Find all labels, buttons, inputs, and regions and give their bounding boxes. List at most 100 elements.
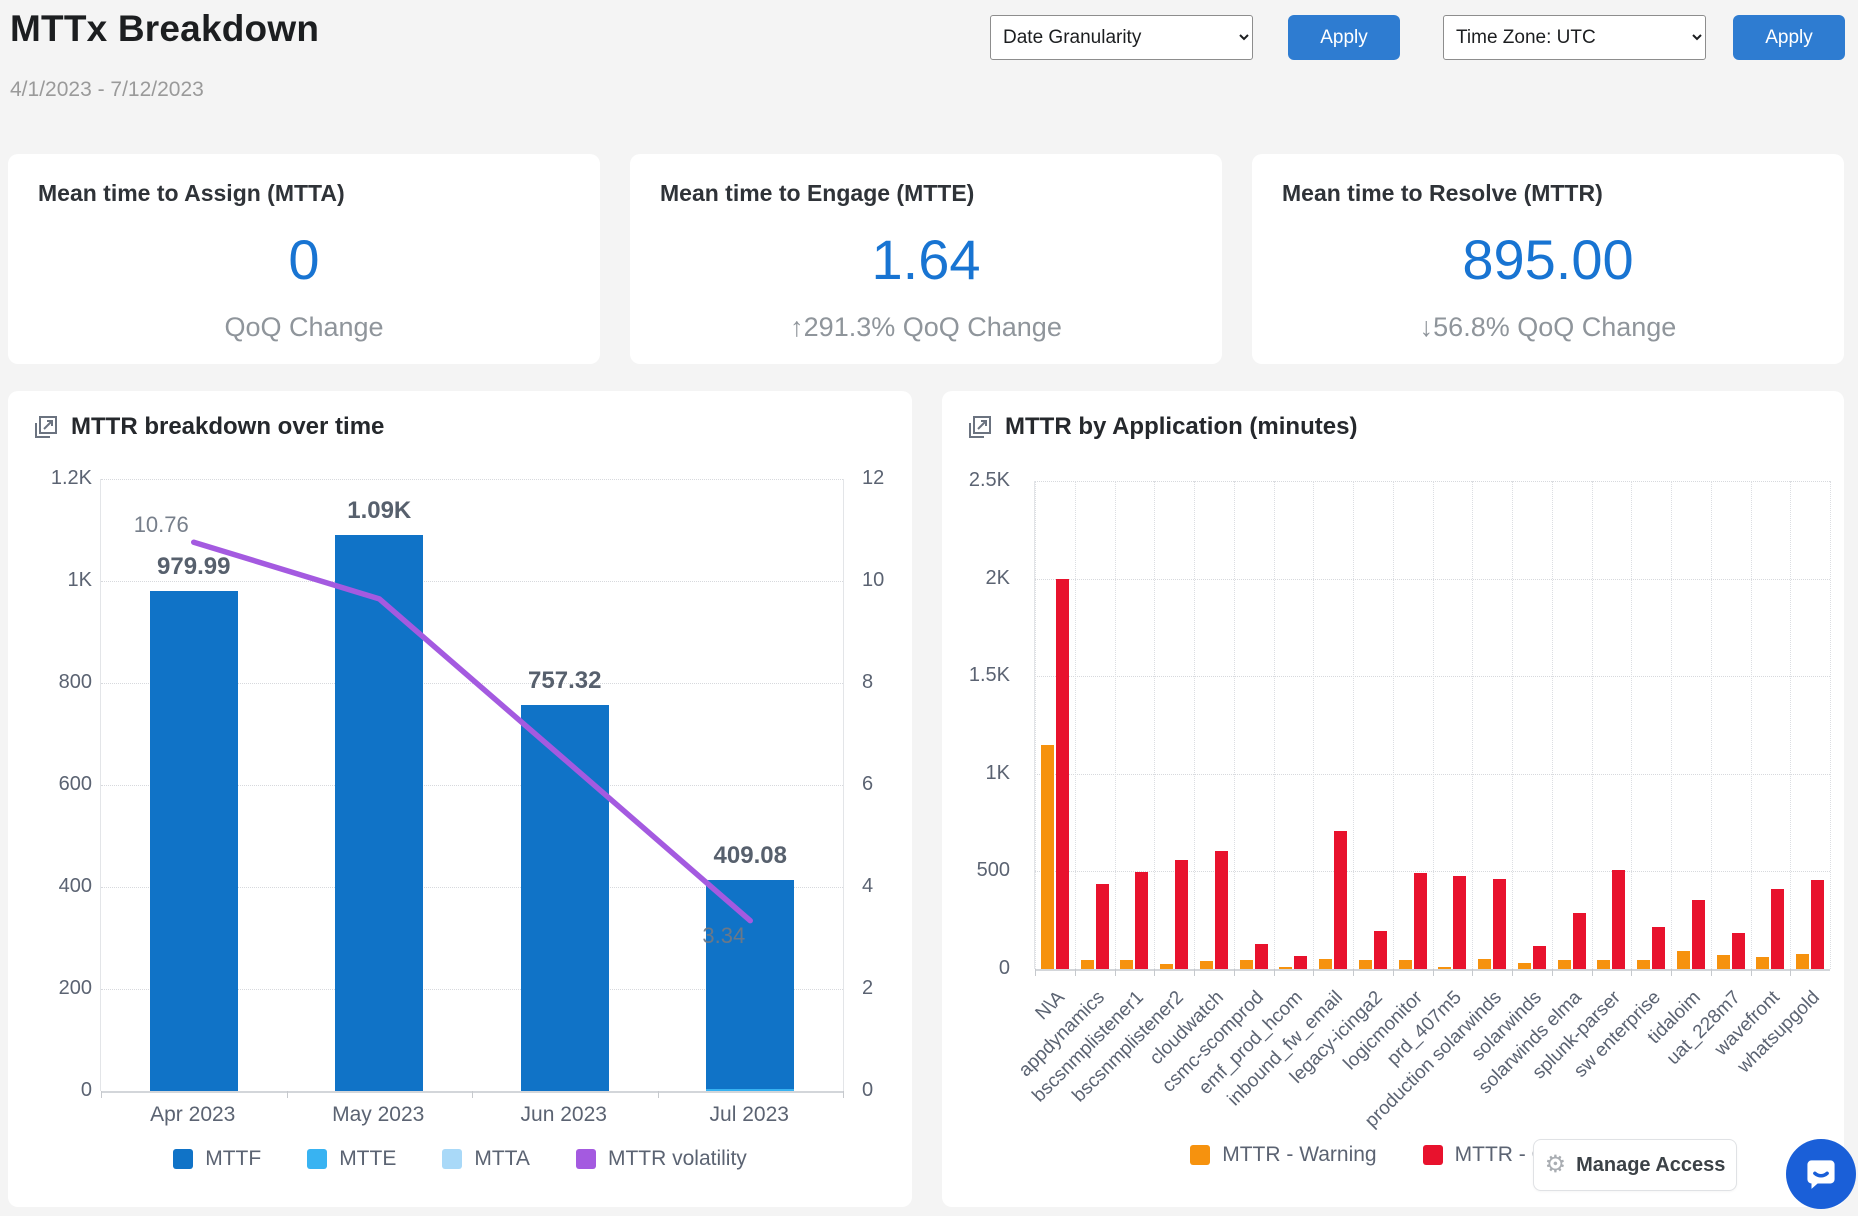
mttr-warning-bar[interactable] bbox=[1637, 960, 1651, 969]
mttr-critical-bar[interactable] bbox=[1135, 872, 1149, 969]
y-axis-tick-label: 2.5K bbox=[968, 469, 1010, 491]
legend-item-mttf[interactable]: MTTF bbox=[173, 1147, 261, 1171]
mttr-warning-bar[interactable] bbox=[1040, 744, 1054, 969]
mttr-critical-bar[interactable] bbox=[1493, 879, 1507, 969]
y-axis-labels: 2.5K 2K 1.5K 1K 500 0 bbox=[942, 469, 1010, 979]
mttr-warning-bar[interactable] bbox=[1756, 957, 1770, 969]
mttr-warning-bar[interactable] bbox=[1358, 960, 1372, 969]
y-axis-right-tick-label: 4 bbox=[862, 875, 874, 897]
mttr-by-application-plot bbox=[1034, 481, 1831, 976]
y-axis-tick-label: 0 bbox=[80, 1079, 92, 1101]
legend-label: MTTF bbox=[205, 1147, 262, 1170]
y-axis-tick-label: 1.5K bbox=[968, 664, 1010, 687]
y-axis-tick-label: 0 bbox=[998, 957, 1010, 979]
mttr-warning-bar[interactable] bbox=[1517, 963, 1531, 969]
date-range: 4/1/2023 - 7/12/2023 bbox=[10, 78, 204, 101]
mttr-critical-bar[interactable] bbox=[1532, 945, 1546, 969]
mttr-critical-bar[interactable] bbox=[1731, 932, 1745, 969]
kpi-change: ↓56.8% QoQ Change bbox=[1419, 312, 1677, 342]
gridline-vertical bbox=[1154, 481, 1156, 969]
gridline bbox=[101, 581, 843, 582]
bar-value-label: 979.99 bbox=[157, 553, 231, 581]
mttr-volatility-line[interactable] bbox=[101, 479, 843, 1091]
y-axis-tick-label: 600 bbox=[58, 773, 92, 795]
mttf-bar[interactable] bbox=[520, 704, 609, 1091]
mttr-critical-bar[interactable] bbox=[1652, 927, 1666, 969]
mttr-warning-bar[interactable] bbox=[1279, 967, 1293, 969]
apply-date-granularity-button[interactable]: Apply bbox=[1288, 15, 1400, 60]
mttr-critical-bar[interactable] bbox=[1771, 888, 1785, 969]
mttr-warning-bar[interactable] bbox=[1199, 961, 1213, 969]
mttr-critical-bar[interactable] bbox=[1095, 884, 1109, 969]
mttr-warning-bar[interactable] bbox=[1557, 960, 1571, 969]
gridline bbox=[101, 683, 843, 684]
gridline bbox=[101, 989, 843, 990]
gridline-vertical bbox=[1591, 481, 1593, 969]
gridline bbox=[101, 887, 843, 888]
mttr-critical-bar[interactable] bbox=[1612, 870, 1626, 969]
legend-item-mttr-warning[interactable]: MTTR - Warning bbox=[1190, 1143, 1377, 1167]
y-axis-right-tick-label: 0 bbox=[862, 1079, 874, 1101]
y-axis-tick-label: 2K bbox=[985, 566, 1010, 589]
mttr-warning-bar[interactable] bbox=[1239, 960, 1253, 969]
mttr-critical-bar[interactable] bbox=[1294, 956, 1308, 969]
mttr-warning-bar[interactable] bbox=[1478, 959, 1492, 969]
mttr-critical-bar[interactable] bbox=[1254, 943, 1268, 969]
mttf-bar[interactable] bbox=[706, 880, 795, 1089]
mttr-warning-bar[interactable] bbox=[1796, 954, 1810, 969]
legend-item-mtte[interactable]: MTTE bbox=[307, 1147, 396, 1171]
category-label: Jun 2023 bbox=[520, 1103, 607, 1126]
open-widget-icon[interactable] bbox=[32, 414, 59, 441]
mttr-warning-bar[interactable] bbox=[1676, 951, 1690, 969]
legend-item-mttr-volatility[interactable]: MTTR volatility bbox=[575, 1147, 747, 1171]
axis-tick bbox=[1154, 969, 1156, 976]
axis-tick bbox=[1631, 969, 1633, 976]
time-zone-select[interactable]: Time Zone: UTC bbox=[1443, 15, 1706, 60]
manage-access-button[interactable]: ⚙ Manage Access bbox=[1533, 1139, 1737, 1191]
mttr-warning-bar[interactable] bbox=[1319, 959, 1333, 969]
mttr-warning-bar[interactable] bbox=[1597, 960, 1611, 969]
gridline-vertical bbox=[1233, 481, 1235, 969]
gridline-vertical bbox=[1631, 481, 1633, 969]
kpi-title: Mean time to Engage (MTTE) bbox=[660, 180, 975, 206]
mttr-warning-bar[interactable] bbox=[1120, 959, 1134, 969]
mttr-over-time-card: MTTR breakdown over time 1.2K 1K 800 600 400… bbox=[8, 391, 912, 1207]
mttr-critical-bar[interactable] bbox=[1413, 873, 1427, 969]
axis-tick bbox=[1591, 969, 1593, 976]
mttr-critical-bar[interactable] bbox=[1055, 578, 1069, 969]
legend-item-mtta[interactable]: MTTA bbox=[442, 1147, 530, 1171]
gridline-vertical bbox=[1114, 481, 1116, 969]
mttf-bar[interactable] bbox=[149, 591, 238, 1091]
y-axis-right-tick-label: 12 bbox=[862, 467, 885, 489]
chart-header: MTTR breakdown over time bbox=[32, 413, 384, 441]
mttr-warning-bar[interactable] bbox=[1438, 967, 1452, 969]
mttr-warning-bar[interactable] bbox=[1716, 955, 1730, 969]
mttr-critical-bar[interactable] bbox=[1691, 899, 1705, 969]
mttr-critical-bar[interactable] bbox=[1572, 913, 1586, 969]
mtte-bar[interactable] bbox=[706, 1089, 795, 1091]
mttr-critical-bar[interactable] bbox=[1214, 850, 1228, 969]
gridline-vertical bbox=[1273, 481, 1275, 969]
y-axis-right-tick-label: 10 bbox=[862, 569, 885, 591]
mttr-critical-bar[interactable] bbox=[1175, 859, 1189, 969]
legend-swatch bbox=[1190, 1145, 1211, 1165]
mttr-critical-bar[interactable] bbox=[1811, 880, 1825, 969]
mttr-critical-bar[interactable] bbox=[1453, 876, 1467, 969]
line-point-label: 10.76 bbox=[133, 512, 189, 538]
open-widget-icon[interactable] bbox=[966, 414, 993, 441]
mttr-warning-bar[interactable] bbox=[1160, 963, 1174, 969]
axis-tick bbox=[1273, 969, 1275, 976]
mttr-warning-bar[interactable] bbox=[1398, 960, 1412, 969]
mttr-critical-bar[interactable] bbox=[1334, 831, 1348, 969]
axis-tick bbox=[1710, 969, 1712, 976]
chat-bubble-button[interactable] bbox=[1786, 1139, 1856, 1209]
y-axis-left-labels: 1.2K 1K 800 600 400 200 0 bbox=[8, 467, 92, 1101]
mttr-critical-bar[interactable] bbox=[1373, 930, 1387, 969]
mttr-warning-bar[interactable] bbox=[1080, 960, 1094, 969]
apply-time-zone-button[interactable]: Apply bbox=[1733, 15, 1845, 60]
legend-swatch bbox=[575, 1149, 596, 1169]
date-granularity-select[interactable]: Date Granularity bbox=[990, 15, 1253, 60]
y-axis-tick-label: 1.2K bbox=[50, 467, 92, 489]
axis-tick bbox=[1035, 969, 1036, 976]
gridline-vertical bbox=[1353, 481, 1354, 969]
